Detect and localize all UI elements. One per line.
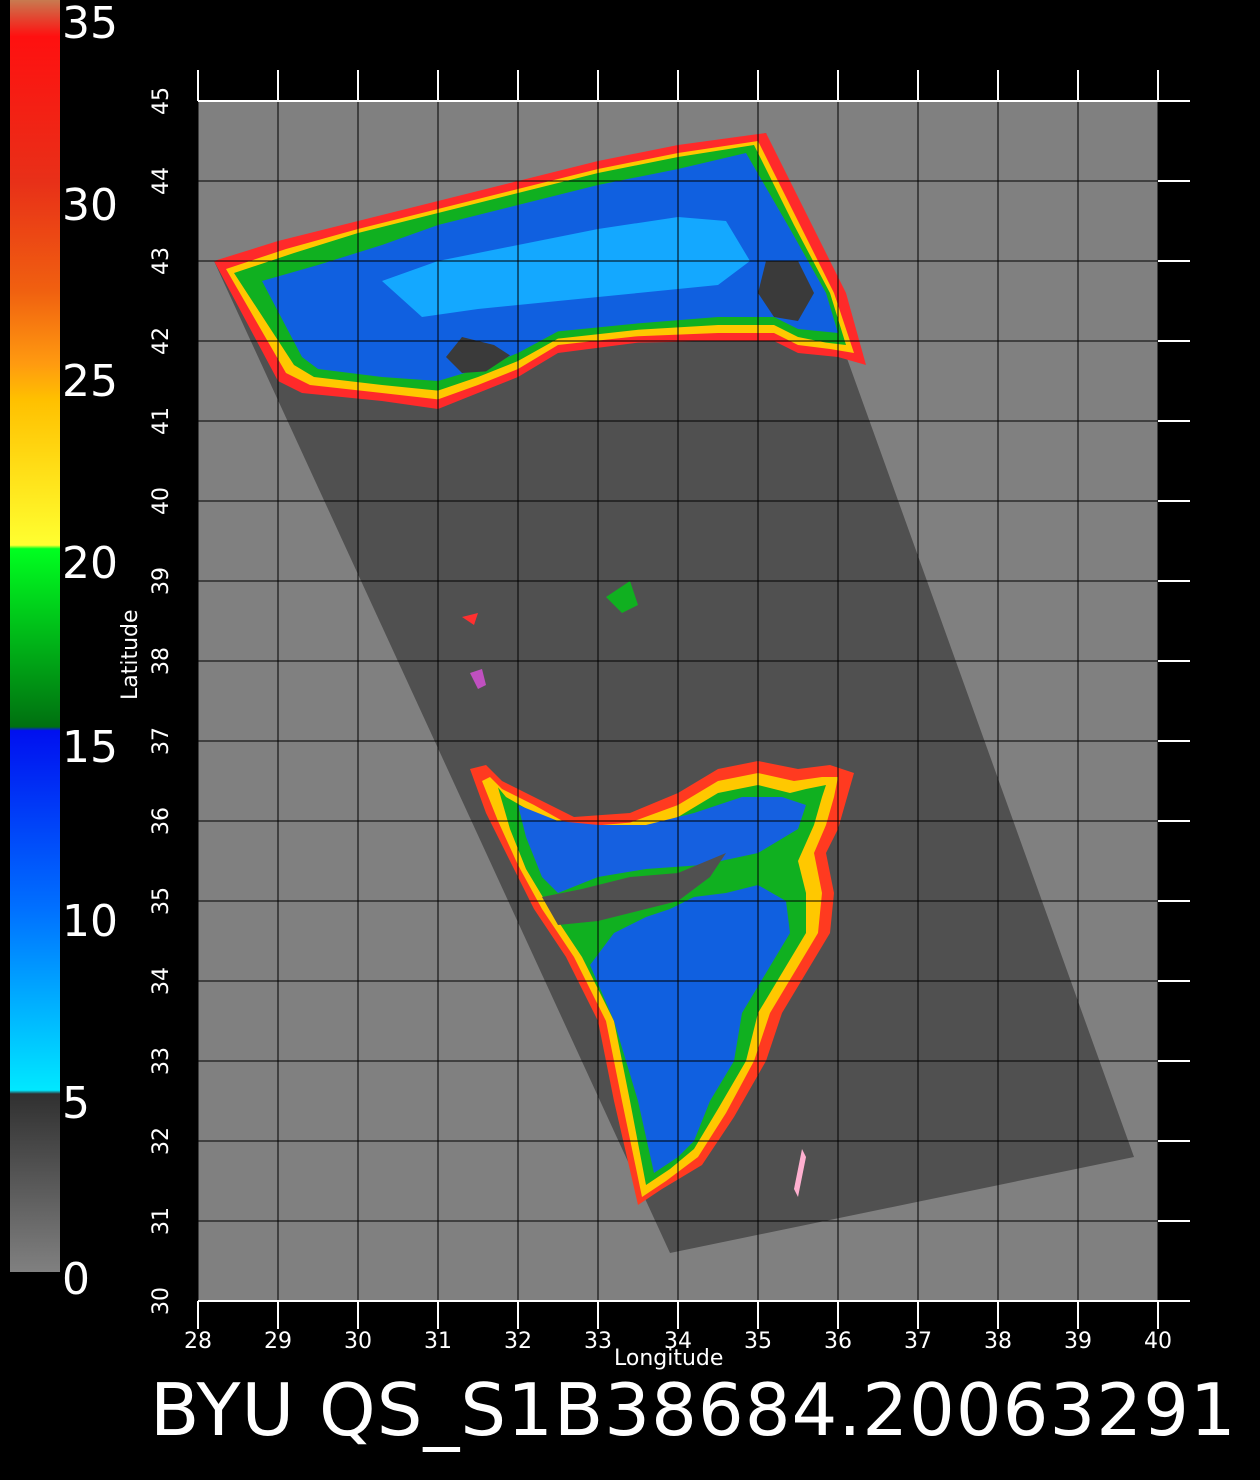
lon-tick-label: 36: [824, 1329, 852, 1354]
lon-tick-label: 29: [264, 1329, 292, 1354]
lon-tick-label: 32: [504, 1329, 532, 1354]
mediterranean-water-south: [590, 885, 790, 1173]
lat-tick-label: 43: [149, 247, 174, 275]
black-sea-light-zone: [382, 217, 750, 317]
colorbar-label-35: 35: [62, 0, 118, 49]
colorbar-gradient: [10, 0, 60, 1272]
lake-small-2: [470, 669, 486, 689]
lat-tick-label: 41: [149, 407, 174, 435]
footer-title: BYU QS_S1B38684.20063291: [150, 1368, 1237, 1452]
lat-tick-label: 40: [149, 487, 174, 515]
colorbar-label-20: 20: [62, 538, 118, 589]
tick-labels: 28 29 30 31 32 33 34 35 36 37 38 39 40 30 31 32 33 34 35 36…: [149, 87, 1172, 1354]
axis-ticks: [197, 70, 1190, 1329]
colorbar-label-15: 15: [62, 722, 118, 773]
lat-tick-label: 45: [149, 87, 174, 115]
lat-tick-label: 33: [149, 1047, 174, 1075]
colorbar-label-0: 0: [62, 1254, 90, 1305]
lake-tuz: [606, 581, 638, 613]
lon-tick-label: 30: [344, 1329, 372, 1354]
lon-tick-label: 39: [1064, 1329, 1092, 1354]
lat-tick-label: 37: [149, 727, 174, 755]
lat-tick-label: 34: [149, 967, 174, 995]
lat-tick-label: 38: [149, 647, 174, 675]
lon-tick-label: 31: [424, 1329, 452, 1354]
lat-tick-label: 32: [149, 1127, 174, 1155]
lat-tick-label: 35: [149, 887, 174, 915]
lon-tick-label: 35: [744, 1329, 772, 1354]
cyprus-island: [542, 853, 726, 925]
lon-tick-label: 34: [664, 1329, 692, 1354]
x-axis-label: Longitude: [614, 1346, 724, 1371]
colorbar-label-25: 25: [62, 356, 118, 407]
lat-tick-label: 42: [149, 327, 174, 355]
lon-tick-label: 38: [984, 1329, 1012, 1354]
lat-tick-label: 36: [149, 807, 174, 835]
lat-tick-label: 44: [149, 167, 174, 195]
lon-tick-label: 40: [1144, 1329, 1172, 1354]
lat-tick-label: 31: [149, 1207, 174, 1235]
lon-tick-label: 33: [584, 1329, 612, 1354]
black-sea-dark-patch-west: [446, 337, 510, 373]
lon-tick-label: 28: [184, 1329, 212, 1354]
black-sea-dark-patch-east: [758, 261, 814, 321]
lat-tick-label: 39: [149, 567, 174, 595]
swath-land: [214, 133, 1134, 1253]
colorbar-label-30: 30: [62, 180, 118, 231]
lat-tick-label: 30: [149, 1287, 174, 1315]
colorbar-label-10: 10: [62, 896, 118, 947]
dead-sea: [794, 1149, 806, 1197]
lon-tick-label: 37: [904, 1329, 932, 1354]
colorbar-label-5: 5: [62, 1078, 90, 1129]
colorbar: [10, 0, 60, 1272]
lake-small-1: [462, 613, 478, 625]
y-axis-label: Latitude: [118, 609, 143, 700]
